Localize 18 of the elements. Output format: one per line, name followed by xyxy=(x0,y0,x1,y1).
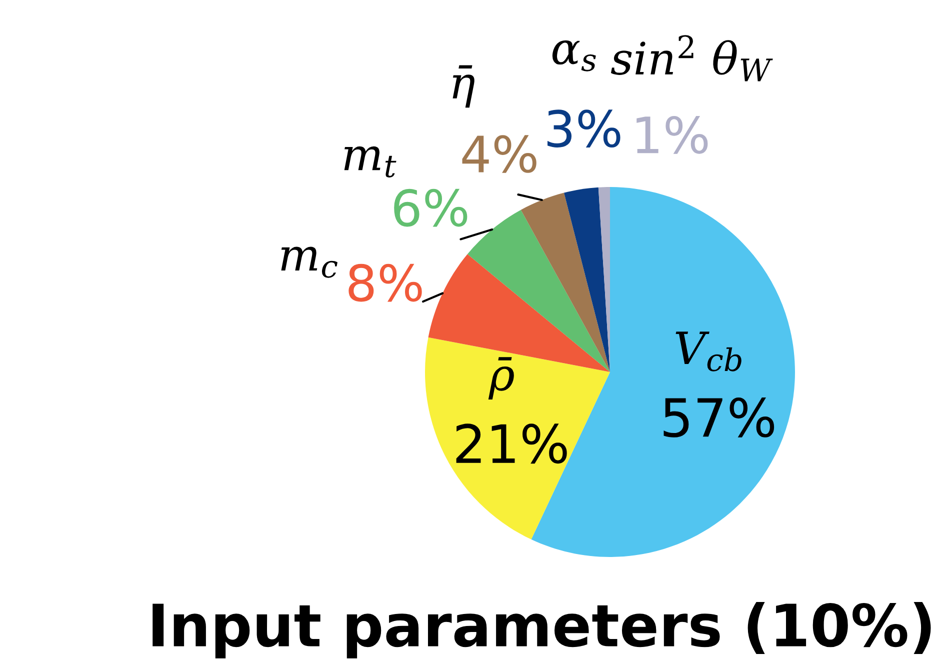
slice-label: sin$^{2}$ θ$_{W}$ xyxy=(610,35,773,82)
pie-slice xyxy=(425,337,610,540)
data-label: 3% xyxy=(548,110,620,148)
pie-slice xyxy=(564,187,610,372)
data-label: 21% xyxy=(456,424,567,464)
pie-slice xyxy=(520,192,610,372)
slice-label: α$_{s}$ xyxy=(552,40,596,72)
data-label: 57% xyxy=(664,398,774,438)
slice-label: ρ̄ xyxy=(488,357,514,400)
text: Input parameters (10%) xyxy=(152,602,931,658)
slice-label: m$_{t}$ xyxy=(344,146,396,178)
data-label: 4% xyxy=(462,135,536,173)
slice-label: η̄ xyxy=(452,65,474,108)
data-label: 6% xyxy=(394,188,468,227)
slice-label: m$_{c}$ xyxy=(281,246,338,278)
slice-label: V$_{cb}$ xyxy=(676,332,742,372)
data-label: 1% xyxy=(636,116,708,154)
data-label: 8% xyxy=(348,264,422,302)
